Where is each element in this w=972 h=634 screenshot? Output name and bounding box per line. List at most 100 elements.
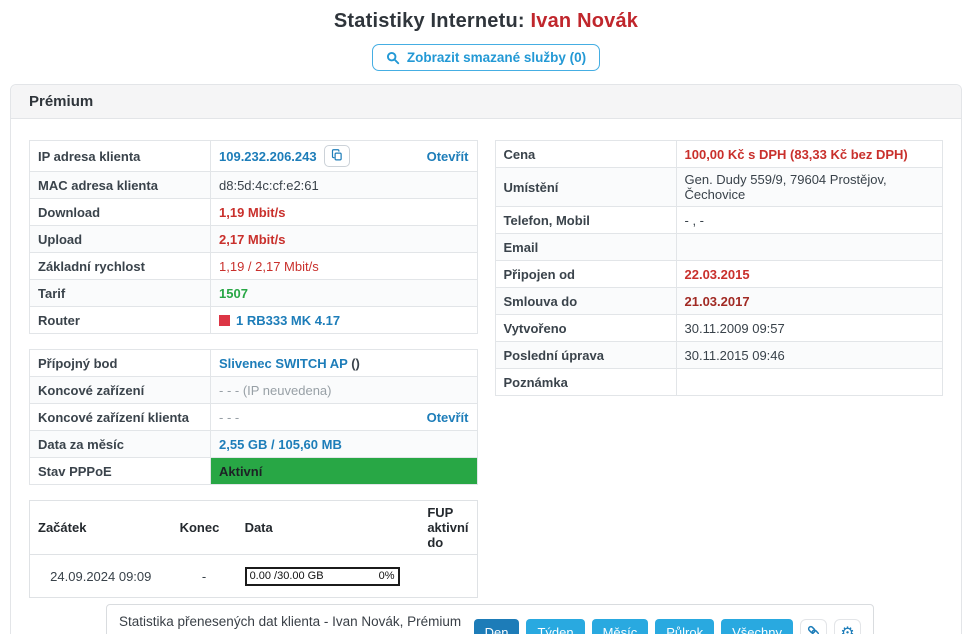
fup-start-value: 24.09.2024 09:09 [29,554,172,598]
upload-label: Upload [29,225,211,253]
fup-header-start: Začátek [29,500,172,555]
monthly-data-label: Data za měsíc [29,430,211,458]
fup-end-value: - [171,554,237,598]
client-device-value: - - - [219,409,240,425]
base-speed-value: 1,19 / 2,17 Mbit/s [219,258,319,274]
table-row: Vytvořeno 30.11.2009 09:57 [494,314,943,342]
ap-label: Přípojný bod [29,349,211,377]
connected-label: Připojen od [494,260,677,288]
monthly-data-value: 2,55 GB / 105,60 MB [219,436,342,452]
traffic-stats-panel: Statistika přenesených dat klienta - Iva… [106,604,874,634]
ip-label: IP adresa klienta [29,140,211,172]
fup-progress-bar: 0.00 /30.00 GB 0% [244,566,400,586]
tarif-label: Tarif [29,279,211,307]
table-row: Poznámka [494,368,943,396]
client-name: Ivan Novák [530,10,639,32]
router-value-link[interactable]: 1 RB333 MK 4.17 [236,312,341,328]
modified-label: Poslední úprava [494,341,677,369]
device-label: Koncové zařízení [29,376,211,404]
tarif-value: 1507 [219,285,248,301]
base-speed-label: Základní rychlost [29,252,211,280]
location-label: Umístění [494,167,677,207]
table-row: IP adresa klienta 109.232.206.243 [29,140,478,172]
fup-header-data: Data [236,500,420,555]
note-label: Poznámka [494,368,677,396]
created-value: 30.11.2009 09:57 [684,320,785,336]
mac-label: MAC adresa klienta [29,171,211,199]
table-row: Telefon, Mobil - , - [494,206,943,234]
table-row: Email [494,233,943,261]
router-status-icon [219,314,230,326]
range-button-week[interactable]: Týden [526,619,585,634]
service-card-title: Prémium [11,85,961,119]
upload-value: 2,17 Mbit/s [219,231,286,247]
price-label: Cena [494,140,677,168]
access-point-link[interactable]: Slivenec SWITCH AP [219,355,348,371]
location-value: Gen. Dudy 559/9, 79604 Prostějov, Čechov… [684,172,887,202]
show-deleted-services-button[interactable]: Zobrazit smazané služby (0) [371,44,601,71]
contract-label: Smlouva do [494,287,677,315]
email-label: Email [494,233,677,261]
fup-progress-percent: 0% [378,569,395,582]
fup-header-row: Začátek Konec Data FUP aktivní do [29,500,477,555]
download-value: 1,19 Mbit/s [219,204,286,220]
fup-header-end: Konec [171,500,237,555]
copy-ip-button[interactable] [323,145,350,167]
page-title-prefix: Statistiky Internetu: [333,10,531,32]
range-button-all[interactable]: Všechny [721,619,793,634]
range-button-day[interactable]: Den [473,619,520,634]
table-row: Přípojný bod Slivenec SWITCH AP () [29,349,478,377]
modified-value: 30.11.2015 09:46 [684,347,785,363]
table-row: Cena 100,00 Kč s DPH (83,33 Kč bez DPH) [494,140,943,168]
table-row: Koncové zařízení klienta - - - Otevřít [29,403,478,431]
traffic-stats-controls: Den Týden Měsíc Půlrok Všechny [473,619,861,634]
fup-until-value [419,554,477,598]
phone-value: - , - [684,212,705,228]
fup-data-row: 24.09.2024 09:09 - 0.00 /30.00 GB 0% [29,554,477,598]
mac-value: d8:5d:4c:cf:e2:61 [219,177,319,193]
access-point-suffix: () [347,355,360,371]
page-title: Statistiky Internetu: Ivan Novák [0,10,972,33]
table-row: MAC adresa klienta d8:5d:4c:cf:e2:61 [29,171,478,199]
table-row: Tarif 1507 [29,279,478,307]
pppoe-label: Stav PPPoE [29,457,211,485]
created-label: Vytvořeno [494,314,677,342]
phone-label: Telefon, Mobil [494,206,677,234]
price-value: 100,00 Kč s DPH (83,33 Kč bez DPH) [684,146,908,162]
left-column: IP adresa klienta 109.232.206.243 [29,140,478,598]
settings-button[interactable]: ⚙ [834,619,861,634]
fup-progress-text: 0.00 /30.00 GB [249,569,324,582]
table-row: Download 1,19 Mbit/s [29,198,478,226]
table-row: Připojen od 22.03.2015 [494,260,943,288]
copy-icon [331,148,343,164]
range-button-month[interactable]: Měsíc [591,619,649,634]
connection-table: IP adresa klienta 109.232.206.243 [29,140,478,334]
table-row: Poslední úprava 30.11.2015 09:46 [494,341,943,369]
fup-header-until: FUP aktivní do [419,500,477,555]
ip-value-link[interactable]: 109.232.206.243 [219,148,317,164]
client-device-label: Koncové zařízení klienta [29,403,211,431]
table-row: Upload 2,17 Mbit/s [29,225,478,253]
table-row: Koncové zařízení - - - (IP neuvedena) [29,376,478,404]
details-table: Cena 100,00 Kč s DPH (83,33 Kč bez DPH) … [494,140,944,396]
table-row: Stav PPPoE Aktivní [29,457,478,485]
gear-icon: ⚙ [840,622,855,634]
download-label: Download [29,198,211,226]
service-card: Prémium IP adresa klienta 109.232.206.24… [10,84,962,634]
right-column: Cena 100,00 Kč s DPH (83,33 Kč bez DPH) … [494,140,944,396]
ip-open-link[interactable]: Otevřít [426,148,469,164]
client-device-open-link[interactable]: Otevřít [426,409,469,425]
search-icon [386,51,400,65]
contract-value: 21.03.2017 [684,293,750,309]
device-value: - - - (IP neuvedena) [219,382,332,398]
traffic-stats-title: Statistika přenesených dat klienta - Iva… [119,614,462,629]
table-row: Umístění Gen. Dudy 559/9, 79604 Prostějo… [494,167,943,207]
service-card-body: IP adresa klienta 109.232.206.243 [11,119,961,634]
show-deleted-services-label: Zobrazit smazané služby (0) [406,50,587,65]
page-header: Statistiky Internetu: Ivan Novák Zobrazi… [0,0,972,71]
permalink-button[interactable] [800,619,827,634]
range-button-halfyear[interactable]: Půlrok [655,619,715,634]
table-row: Smlouva do 21.03.2017 [494,287,943,315]
router-label: Router [29,306,211,334]
